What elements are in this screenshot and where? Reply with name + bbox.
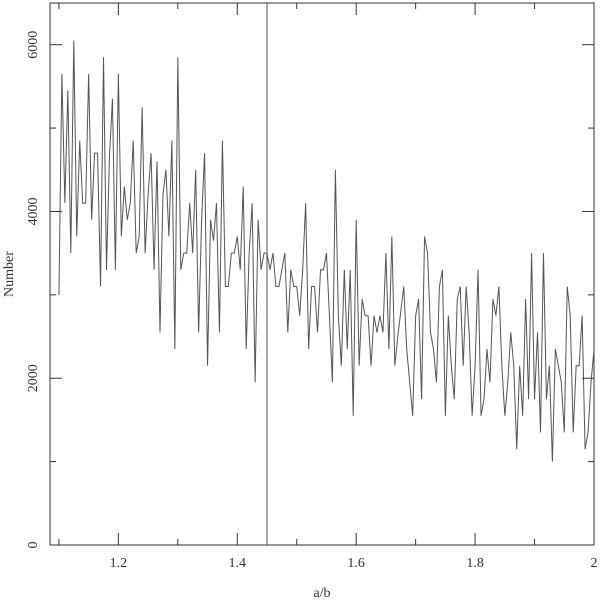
x-tick-label: 1.2 [110,556,128,571]
y-tick-label: 6000 [26,31,41,59]
plot-frame [49,2,595,546]
x-axis-label: a/b [313,586,330,601]
data-line [58,40,595,462]
y-tick-label: 2000 [26,364,41,392]
x-tick-label: 1.8 [466,556,484,571]
y-tick-label: 0 [26,542,41,549]
x-tick-label: 2 [591,556,598,571]
y-tick-label: 4000 [26,197,41,225]
x-tick-label: 1.4 [229,556,247,571]
y-axis-label: Number [2,251,17,297]
x-tick-label: 1.6 [347,556,365,571]
